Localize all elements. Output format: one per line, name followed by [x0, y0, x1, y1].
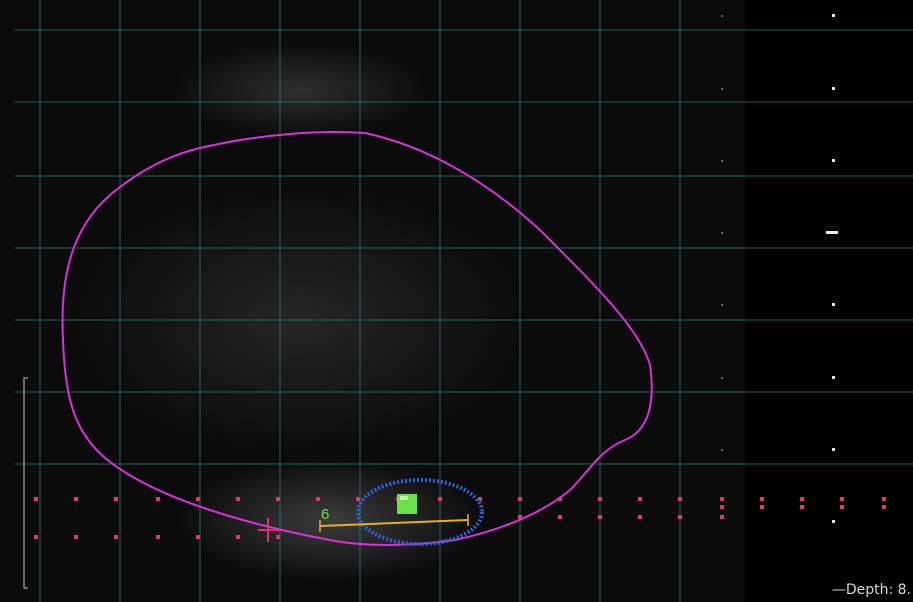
scale-bracket — [23, 377, 28, 589]
guide-dot — [276, 497, 280, 501]
guide-dot — [356, 497, 360, 501]
minor-tick — [721, 160, 723, 162]
minor-tick — [721, 15, 723, 17]
depth-tick — [832, 520, 835, 523]
guide-dot — [720, 497, 724, 501]
guide-dot — [800, 505, 804, 509]
dotted-guides — [34, 497, 886, 539]
depth-tick — [832, 14, 835, 17]
guide-dot — [638, 515, 642, 519]
guide-dot — [678, 515, 682, 519]
caliper-line — [319, 519, 469, 527]
depth-tick-major — [826, 231, 838, 234]
guide-dot — [276, 535, 280, 539]
crosshair-cursor[interactable] — [258, 518, 280, 542]
guide-dot — [236, 535, 240, 539]
grid-overlay — [14, 0, 913, 602]
guide-dot — [114, 497, 118, 501]
guide-dot — [74, 497, 78, 501]
guide-dot — [558, 515, 562, 519]
guide-dot — [34, 535, 38, 539]
guide-dot — [558, 497, 562, 501]
minor-tick — [721, 377, 723, 379]
depth-scale-strip: —Depth: 8. — [745, 0, 913, 602]
guide-dot — [236, 497, 240, 501]
guide-dot — [74, 535, 78, 539]
minor-tick — [721, 232, 723, 234]
minor-tick — [721, 304, 723, 306]
guide-dot — [518, 497, 522, 501]
guide-dot — [156, 497, 160, 501]
guide-dot — [720, 515, 724, 519]
marker-highlight — [400, 496, 408, 500]
guide-dot — [114, 535, 118, 539]
guide-dot — [196, 535, 200, 539]
guide-dot — [518, 515, 522, 519]
guide-dot — [678, 497, 682, 501]
guide-dot — [316, 497, 320, 501]
guide-dot — [720, 505, 724, 509]
guide-dot — [438, 497, 442, 501]
depth-tick — [832, 448, 835, 451]
depth-label: —Depth: 8. — [831, 582, 911, 598]
minor-tick — [721, 449, 723, 451]
guide-dot — [840, 505, 844, 509]
organ-contour[interactable] — [61, 131, 653, 546]
depth-tick — [832, 303, 835, 306]
measurement-label: 6 — [321, 506, 329, 523]
depth-tick — [832, 376, 835, 379]
guide-dot — [598, 515, 602, 519]
guide-dot — [882, 497, 886, 501]
minor-tick — [721, 88, 723, 90]
guide-dot — [156, 535, 160, 539]
caliper-measurement[interactable]: 6 — [319, 506, 469, 532]
guide-dot — [800, 497, 804, 501]
guide-dot — [34, 497, 38, 501]
depth-tick — [832, 87, 835, 90]
position-marker[interactable] — [397, 494, 417, 514]
ultrasound-image — [0, 0, 745, 602]
guide-dot — [760, 497, 764, 501]
guide-dot — [478, 497, 482, 501]
guide-dot — [840, 497, 844, 501]
guide-dot — [882, 505, 886, 509]
minor-scale-ticks — [721, 15, 723, 451]
depth-marker: — — [831, 582, 846, 598]
guide-dot — [196, 497, 200, 501]
guide-dot — [598, 497, 602, 501]
depth-scale-ticks — [826, 14, 838, 523]
roi-ellipse[interactable] — [356, 478, 484, 546]
guide-dot — [638, 497, 642, 501]
depth-tick — [832, 159, 835, 162]
guide-dot — [760, 505, 764, 509]
